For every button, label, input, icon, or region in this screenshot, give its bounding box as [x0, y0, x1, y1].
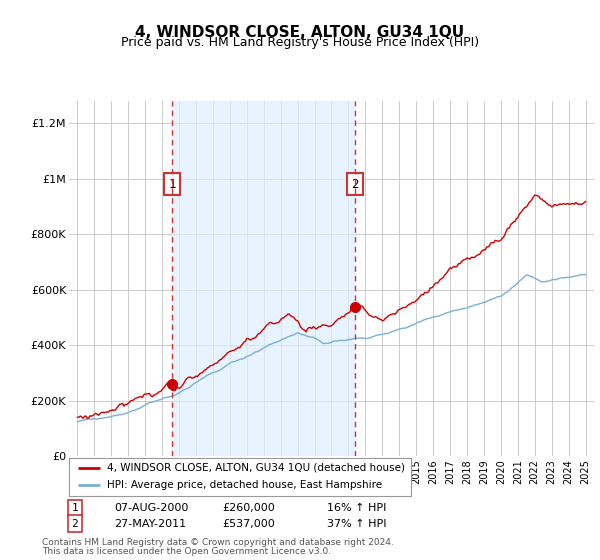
Text: 27-MAY-2011: 27-MAY-2011 [114, 519, 186, 529]
Bar [172, 101, 355, 456]
Text: 16% ↑ HPI: 16% ↑ HPI [327, 503, 386, 513]
Text: 1: 1 [71, 503, 79, 513]
Text: 1: 1 [169, 178, 176, 190]
Text: 4, WINDSOR CLOSE, ALTON, GU34 1QU: 4, WINDSOR CLOSE, ALTON, GU34 1QU [136, 25, 464, 40]
Text: Contains HM Land Registry data © Crown copyright and database right 2024.: Contains HM Land Registry data © Crown c… [42, 538, 394, 547]
Text: Price paid vs. HM Land Registry's House Price Index (HPI): Price paid vs. HM Land Registry's House … [121, 36, 479, 49]
Text: 37% ↑ HPI: 37% ↑ HPI [327, 519, 386, 529]
Text: 2: 2 [352, 178, 359, 190]
Text: HPI: Average price, detached house, East Hampshire: HPI: Average price, detached house, East… [107, 480, 382, 491]
Text: 2: 2 [71, 519, 79, 529]
Text: 4, WINDSOR CLOSE, ALTON, GU34 1QU (detached house): 4, WINDSOR CLOSE, ALTON, GU34 1QU (detac… [107, 463, 404, 473]
Text: This data is licensed under the Open Government Licence v3.0.: This data is licensed under the Open Gov… [42, 547, 331, 556]
Text: £537,000: £537,000 [222, 519, 275, 529]
Text: £260,000: £260,000 [222, 503, 275, 513]
Text: 07-AUG-2000: 07-AUG-2000 [114, 503, 188, 513]
